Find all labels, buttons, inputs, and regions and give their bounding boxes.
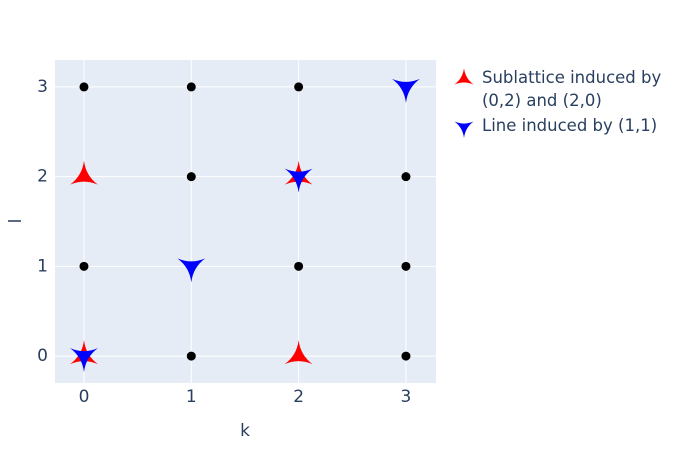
point <box>70 348 98 373</box>
point <box>401 172 411 182</box>
legend-item[interactable]: Line induced by (1,1) <box>452 114 677 138</box>
point <box>454 68 474 85</box>
x-axis-label: k <box>240 421 250 441</box>
legend: Sublattice induced by (0,2) and (2,0) Lin… <box>452 66 677 140</box>
point <box>186 82 196 92</box>
y-tick-label: 1 <box>37 256 48 276</box>
point <box>70 160 98 185</box>
x-tick-label: 2 <box>293 387 304 407</box>
y-tick-label: 3 <box>37 77 48 97</box>
point <box>294 82 304 92</box>
point <box>284 168 313 193</box>
point <box>186 172 196 182</box>
plot-area <box>55 60 436 383</box>
y-tick-label: 0 <box>37 346 48 366</box>
x-tick-label: 3 <box>401 387 412 407</box>
point <box>177 258 206 283</box>
legend-item[interactable]: Sublattice induced by (0,2) and (2,0) <box>452 66 677 112</box>
legend-label: Line induced by (1,1) <box>482 116 658 135</box>
x-tick-label: 1 <box>186 387 197 407</box>
legend-swatch <box>454 121 474 138</box>
legend-label: Sublattice induced by (0,2) and (2,0) <box>482 68 662 110</box>
point <box>79 82 89 92</box>
point <box>294 261 304 271</box>
x-tick-label: 0 <box>79 387 90 407</box>
point <box>401 351 411 361</box>
y-axis-label: l <box>6 219 26 224</box>
point <box>284 340 313 365</box>
point <box>401 261 411 271</box>
legend-swatch <box>454 68 474 85</box>
point <box>186 351 196 361</box>
point <box>454 121 474 138</box>
y-tick-label: 2 <box>37 167 48 187</box>
point <box>392 78 420 103</box>
point <box>79 261 89 271</box>
